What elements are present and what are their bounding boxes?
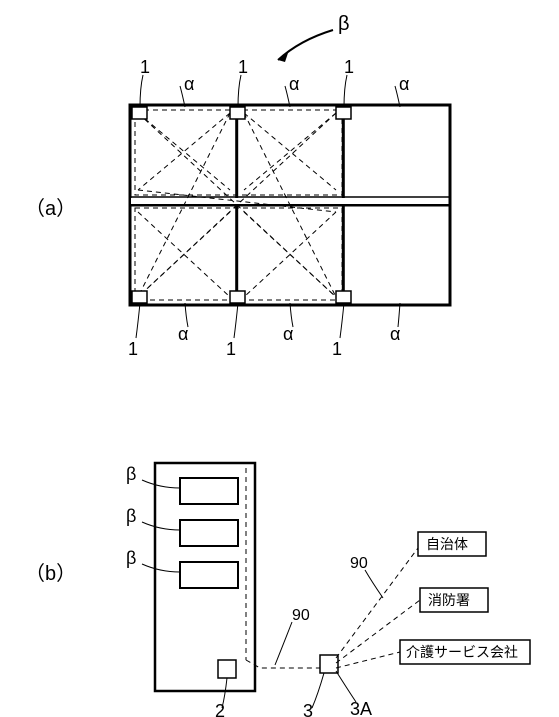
beta-1: β: [126, 464, 136, 484]
txt-municipality: 自治体: [426, 536, 468, 552]
beta-3: β: [126, 548, 136, 568]
txt-care: 介護サービス会社: [406, 644, 518, 660]
lbl-1-top-2: 1: [238, 57, 248, 77]
lbl-1-top-1: 1: [140, 57, 150, 77]
lbl-a-top-2: α: [289, 74, 299, 94]
lead-90a: [275, 622, 292, 665]
grid-gap-mask: [131, 198, 449, 204]
lbl-1-bot-3: 1: [332, 339, 342, 359]
lead-3: [312, 673, 324, 708]
lbl-1-top-3: 1: [344, 57, 354, 77]
beta-leads: [142, 480, 180, 572]
panel-b-label: （b）: [25, 562, 76, 585]
lbl-2: 2: [215, 701, 225, 717]
lbl-a-bot-1: α: [178, 324, 188, 344]
lbl-1-bot-2: 1: [226, 339, 236, 359]
lbl-a-top-1: α: [184, 74, 194, 94]
lbl-a-bot-2: α: [283, 324, 293, 344]
panel-a-label: （a）: [25, 197, 76, 220]
lead-3a: [336, 671, 356, 702]
floor-rect-2: [180, 520, 238, 546]
txt-fire: 消防署: [428, 592, 470, 608]
beta-2: β: [126, 506, 136, 526]
wire-90a: [246, 660, 320, 668]
lbl-90b: 90: [350, 555, 368, 572]
leads-top: [140, 75, 400, 107]
box-2: [218, 660, 236, 678]
building-outline: [155, 463, 255, 691]
lead-90b: [365, 570, 383, 598]
floor-rect-1: [180, 478, 238, 504]
box-3: [320, 655, 338, 673]
lbl-a-bot-3: α: [390, 324, 400, 344]
lbl-3: 3: [303, 701, 313, 717]
beta-arrowhead: [278, 50, 289, 62]
lbl-3a: 3A: [350, 699, 372, 717]
leads-bottom: [136, 303, 400, 338]
lbl-90a: 90: [292, 607, 310, 624]
beta-label: β: [338, 13, 350, 35]
floor-rect-3: [180, 562, 238, 588]
lbl-a-top-3: α: [399, 74, 409, 94]
lbl-1-bot-1: 1: [128, 339, 138, 359]
